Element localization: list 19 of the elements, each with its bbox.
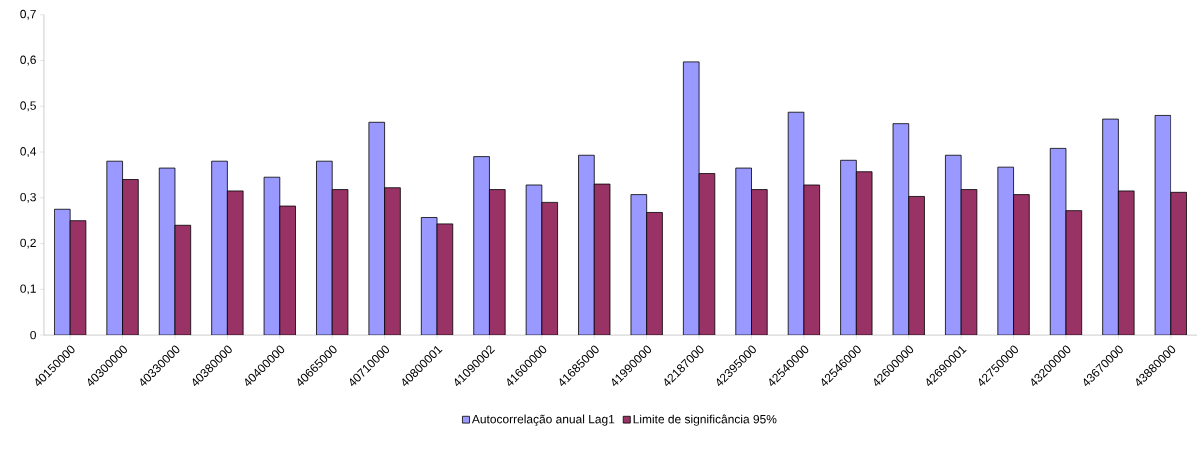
bar xyxy=(908,195,925,336)
bar xyxy=(751,189,768,336)
bar xyxy=(1170,191,1187,336)
legend-label: Autocorrelação anual Lag1 xyxy=(471,414,615,426)
y-tick-label: 0 xyxy=(30,330,36,340)
bar xyxy=(646,211,663,336)
bar xyxy=(489,189,506,336)
y-tick-label: 0,7 xyxy=(20,9,36,20)
y-tick-label: 0,2 xyxy=(20,238,36,249)
bar xyxy=(122,179,139,336)
y-tick-label: 0,1 xyxy=(20,284,36,295)
y-tick-label: 0,5 xyxy=(20,101,36,112)
legend-label: Limite de significância 95% xyxy=(633,414,777,426)
y-tick-label: 0,6 xyxy=(20,55,36,66)
bar xyxy=(279,205,296,336)
y-tick-label: 0,3 xyxy=(20,192,36,203)
bar xyxy=(384,187,401,336)
y-tick-label: 0,4 xyxy=(20,147,37,157)
bar xyxy=(1013,194,1030,336)
